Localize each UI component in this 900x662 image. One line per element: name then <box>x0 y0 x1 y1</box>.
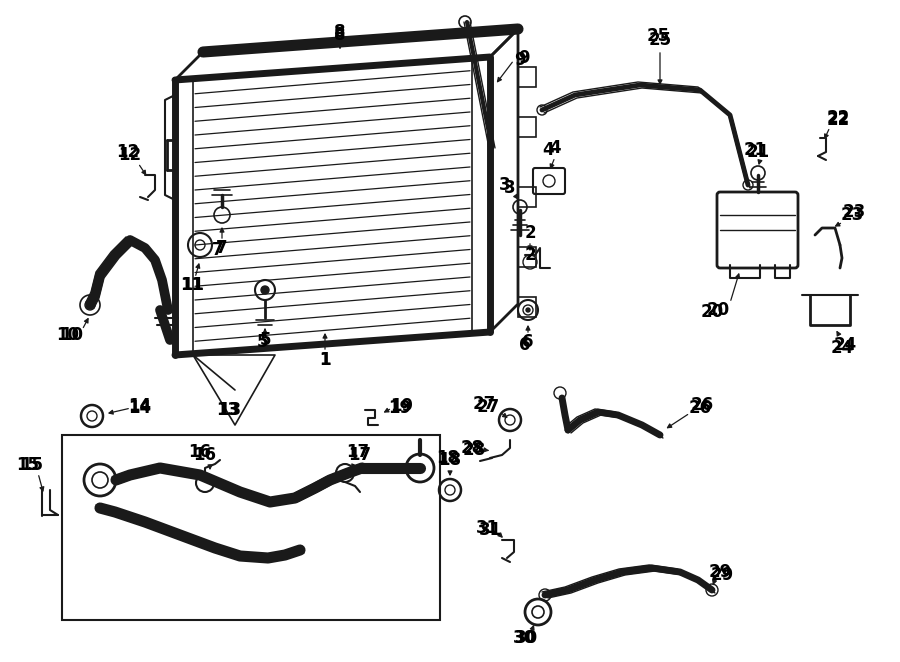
Text: 12: 12 <box>119 146 141 164</box>
Text: 19: 19 <box>391 397 414 415</box>
Text: 2: 2 <box>524 224 536 242</box>
Text: 1: 1 <box>320 351 331 369</box>
Text: 11: 11 <box>181 276 203 294</box>
Text: 23: 23 <box>842 203 866 221</box>
Text: 30: 30 <box>512 629 535 647</box>
Text: 8: 8 <box>334 23 346 41</box>
Text: 5: 5 <box>259 331 271 349</box>
Bar <box>518 247 536 267</box>
Text: 9: 9 <box>518 49 530 67</box>
Text: 6: 6 <box>519 336 531 354</box>
Bar <box>518 187 536 207</box>
Circle shape <box>537 105 547 115</box>
Bar <box>518 117 536 137</box>
Text: 12: 12 <box>116 143 140 161</box>
Text: 19: 19 <box>389 399 411 417</box>
Text: 17: 17 <box>346 443 370 461</box>
Text: 4: 4 <box>542 141 554 159</box>
Text: 24: 24 <box>833 336 857 354</box>
Text: 26: 26 <box>688 399 712 417</box>
Text: 11: 11 <box>182 276 204 294</box>
Text: 1: 1 <box>320 351 331 369</box>
Circle shape <box>539 589 551 601</box>
Text: 7: 7 <box>212 241 224 259</box>
Text: 8: 8 <box>334 26 346 44</box>
Text: 26: 26 <box>690 396 714 414</box>
Circle shape <box>526 308 530 312</box>
Text: 15: 15 <box>16 456 40 474</box>
Text: 25: 25 <box>648 31 671 49</box>
Circle shape <box>195 240 205 250</box>
Text: 16: 16 <box>194 446 217 464</box>
Text: 27: 27 <box>476 398 500 416</box>
Text: 2: 2 <box>524 246 536 264</box>
Text: 14: 14 <box>129 399 151 417</box>
Text: 20: 20 <box>706 301 730 319</box>
Text: 13: 13 <box>219 401 241 419</box>
Text: 27: 27 <box>472 395 496 413</box>
Text: 18: 18 <box>436 449 460 467</box>
Text: 31: 31 <box>475 519 499 537</box>
Text: 4: 4 <box>549 139 561 157</box>
Text: 18: 18 <box>438 451 462 469</box>
Text: 31: 31 <box>479 521 501 539</box>
Text: 21: 21 <box>743 141 767 159</box>
Text: 14: 14 <box>129 397 151 415</box>
Text: 23: 23 <box>841 206 864 224</box>
Bar <box>518 67 536 87</box>
Text: 16: 16 <box>188 443 212 461</box>
Text: 21: 21 <box>746 143 769 161</box>
Text: 24: 24 <box>831 339 853 357</box>
Text: 29: 29 <box>708 563 732 581</box>
Text: 10: 10 <box>60 326 84 344</box>
Circle shape <box>261 286 269 294</box>
Text: 28: 28 <box>461 439 483 457</box>
Text: 5: 5 <box>256 333 268 351</box>
Text: 17: 17 <box>348 446 372 464</box>
Text: 10: 10 <box>57 326 79 344</box>
Bar <box>518 297 536 317</box>
Text: 15: 15 <box>21 456 43 474</box>
Circle shape <box>554 387 566 399</box>
Bar <box>62 435 440 620</box>
Text: 3: 3 <box>504 179 516 197</box>
Text: 13: 13 <box>216 401 239 419</box>
Circle shape <box>80 295 100 315</box>
Circle shape <box>706 584 718 596</box>
Text: 3: 3 <box>500 176 511 194</box>
Circle shape <box>743 180 753 190</box>
Text: 9: 9 <box>514 51 526 69</box>
Text: 25: 25 <box>646 27 670 45</box>
Circle shape <box>459 16 471 28</box>
Text: 6: 6 <box>522 333 534 351</box>
Text: 22: 22 <box>826 111 850 129</box>
Text: 20: 20 <box>700 303 724 321</box>
Circle shape <box>523 305 533 315</box>
Text: 29: 29 <box>710 566 734 584</box>
Text: 30: 30 <box>515 629 537 647</box>
Text: 28: 28 <box>463 441 486 459</box>
Text: 7: 7 <box>216 239 228 257</box>
Text: 22: 22 <box>826 109 850 127</box>
